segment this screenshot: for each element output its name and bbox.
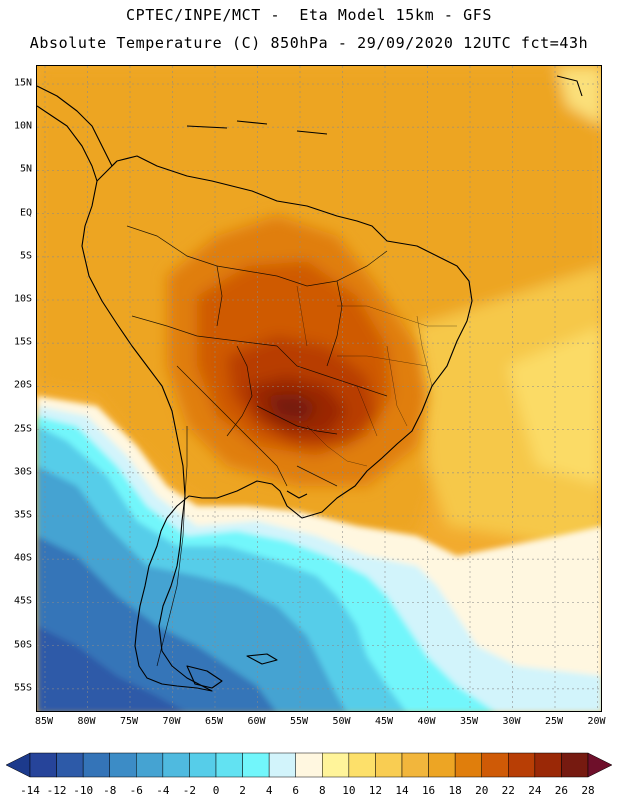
colorbar-box bbox=[82, 752, 110, 778]
longitude-label: 80W bbox=[77, 716, 96, 727]
colorbar-label: 22 bbox=[501, 784, 515, 797]
colorbar-box bbox=[481, 752, 509, 778]
colorbar-label: 6 bbox=[292, 784, 300, 797]
colorbar-label: 2 bbox=[239, 784, 246, 797]
longitude-label: 30W bbox=[502, 716, 521, 727]
colorbar-label: -14 bbox=[20, 784, 40, 797]
latitude-label: 10S bbox=[13, 293, 32, 305]
graticule bbox=[37, 66, 601, 711]
colorbar-box bbox=[29, 752, 57, 778]
colorbar-box bbox=[242, 752, 270, 778]
colorbar-label: 8 bbox=[318, 784, 326, 797]
longitude-label: 25W bbox=[544, 716, 564, 727]
tierra-del-fuego bbox=[186, 665, 223, 689]
heat-zone-peak bbox=[267, 394, 317, 422]
colorbar-box bbox=[454, 752, 482, 778]
colorbar-label: 16 bbox=[421, 784, 436, 797]
latitude-label: 35S bbox=[13, 509, 32, 521]
colorbar-box bbox=[375, 752, 403, 778]
colorbar-label: 28 bbox=[581, 784, 595, 797]
colorbar-box bbox=[109, 752, 137, 778]
latitude-label: 30S bbox=[13, 466, 32, 478]
longitude-label: 60W bbox=[247, 716, 266, 727]
longitude-label: 85W bbox=[34, 716, 54, 727]
rio-de-la-plata bbox=[286, 490, 308, 499]
colorbar-box bbox=[534, 752, 562, 778]
colorbar-box bbox=[56, 752, 84, 778]
mexico-coast bbox=[37, 105, 98, 182]
longitude-label: 50W bbox=[332, 716, 351, 727]
longitude-label: 70W bbox=[162, 716, 181, 727]
longitude-label: 35W bbox=[459, 716, 479, 727]
latitude-label: 50S bbox=[13, 639, 32, 651]
colorbar-label: 0 bbox=[212, 784, 220, 797]
longitude-label: 20W bbox=[587, 716, 606, 727]
coastline bbox=[37, 75, 583, 692]
latitude-label: 15N bbox=[13, 77, 32, 89]
latitude-label: 10N bbox=[13, 120, 32, 132]
map-title: CPTEC/INPE/MCT - Eta Model 15km - GFS bbox=[126, 6, 492, 24]
longitude-label: 45W bbox=[374, 716, 394, 727]
light-yellow-ocean bbox=[507, 326, 601, 486]
country-borders bbox=[126, 225, 388, 667]
latitude-label: 45S bbox=[13, 595, 32, 607]
latitude-label: 5S bbox=[19, 250, 32, 262]
colorbar-box bbox=[162, 752, 190, 778]
central-america-coast bbox=[37, 85, 118, 167]
longitude-label: 55W bbox=[289, 716, 309, 727]
colorbar-label: 20 bbox=[475, 784, 489, 797]
colorbar-box bbox=[215, 752, 243, 778]
colorbar-label: 18 bbox=[448, 784, 462, 797]
colorbar-label: -12 bbox=[46, 784, 67, 797]
latitude-label: 20S bbox=[13, 379, 32, 391]
colorbar-box bbox=[322, 752, 350, 778]
colorbar-label: 14 bbox=[395, 784, 409, 797]
latitude-label: 5N bbox=[19, 163, 32, 175]
map-subtitle: Absolute Temperature (C) 850hPa - 29/09/… bbox=[29, 34, 589, 52]
colorbar-boxes bbox=[5, 752, 613, 778]
longitude-label: 40W bbox=[417, 716, 436, 727]
latitude-label: 40S bbox=[13, 552, 32, 564]
colorbar-box bbox=[401, 752, 429, 778]
temperature-map[interactable] bbox=[36, 65, 602, 712]
falklands bbox=[246, 653, 278, 665]
colorbar-label: -10 bbox=[73, 784, 94, 797]
colorbar-label: -8 bbox=[103, 784, 117, 797]
colorbar-label: 12 bbox=[368, 784, 383, 797]
colorbar-box bbox=[295, 752, 323, 778]
colorbar-box bbox=[561, 752, 589, 778]
caribbean-light bbox=[557, 66, 601, 125]
longitude-label: 75W bbox=[119, 716, 139, 727]
colorbar-label: -6 bbox=[129, 784, 143, 797]
colorbar-label: -4 bbox=[156, 784, 170, 797]
latitude-label: 15S bbox=[13, 336, 32, 348]
colorbar-box bbox=[508, 752, 536, 778]
colorbar-label: 26 bbox=[554, 784, 569, 797]
colorbar-label: -2 bbox=[182, 784, 197, 797]
latitude-label: 25S bbox=[13, 423, 32, 435]
caribbean-islands bbox=[186, 75, 583, 135]
colorbar-label: 4 bbox=[265, 784, 273, 797]
latitude-label: EQ bbox=[19, 207, 32, 219]
colorbar-under-arrow bbox=[5, 752, 31, 778]
deepest-blue-zone bbox=[37, 626, 184, 711]
colorbar-label: 24 bbox=[528, 784, 542, 797]
south-america-coast bbox=[81, 155, 473, 692]
colorbar-box bbox=[428, 752, 456, 778]
state-borders bbox=[296, 285, 457, 467]
map-canvas bbox=[37, 66, 601, 711]
colorbar-box bbox=[348, 752, 376, 778]
colorbar-label: 10 bbox=[342, 784, 356, 797]
longitude-label: 65W bbox=[204, 716, 224, 727]
colorbar-box bbox=[136, 752, 164, 778]
latitude-label: 55S bbox=[13, 682, 32, 694]
colorbar-over-arrow bbox=[587, 752, 613, 778]
colorbar-box bbox=[268, 752, 296, 778]
colorbar-box bbox=[189, 752, 217, 778]
